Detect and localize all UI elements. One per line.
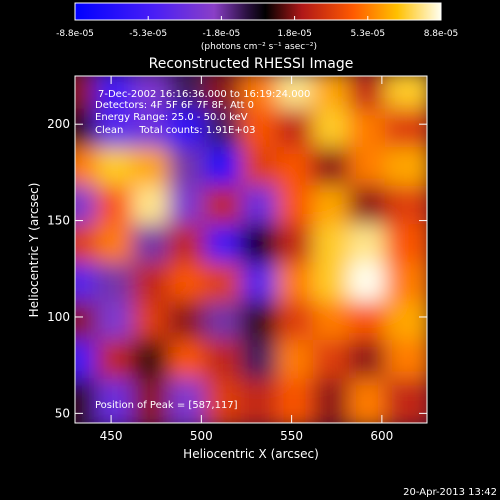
- colorbar-gradient: [74, 2, 442, 21]
- colorbar-tick-labels: -8.8e-05 -5.3e-05 -1.8e-05 1.8e-05 5.3e-05 8.…: [56, 29, 458, 39]
- heatmap-cell: [384, 378, 427, 423]
- chart-title: Reconstructed RHESSI Image: [149, 56, 354, 72]
- x-axis-ticks: [110, 76, 383, 423]
- heatmap-cells: [75, 76, 427, 423]
- x-axis-tick-labels: 450 500 550 600: [100, 429, 394, 443]
- x-tick-label: 450: [100, 429, 123, 443]
- annotation-method-counts: Clean Total counts: 1.91E+03: [95, 125, 255, 136]
- colorbar-tick-label: 1.8e-05: [277, 29, 312, 39]
- colorbar-tick-label: 5.3e-05: [351, 29, 386, 39]
- annotation-peak-position: Position of Peak = [587,117]: [95, 400, 238, 411]
- x-tick-label: 500: [190, 429, 213, 443]
- annotations: 7-Dec-2002 16:16:36.000 to 16:19:24.000 …: [95, 89, 310, 411]
- colorbar-tick-label: -8.8e-05: [56, 29, 94, 39]
- x-axis-label: Heliocentric X (arcsec): [183, 447, 319, 461]
- annotation-detectors: Detectors: 4F 5F 6F 7F 8F, Att 0: [95, 100, 254, 111]
- y-tick-label: 150: [47, 214, 70, 228]
- colorbar-tick-label: -5.3e-05: [129, 29, 167, 39]
- colorbar: -8.8e-05 -5.3e-05 -1.8e-05 1.8e-05 5.3e-05 8.…: [56, 2, 458, 52]
- colorbar-tick-label: -1.8e-05: [202, 29, 240, 39]
- y-tick-label: 200: [47, 117, 70, 131]
- plot-frame: [74, 75, 428, 424]
- footer-timestamp: 20-Apr-2013 13:42: [403, 487, 497, 498]
- plot-area: 450 500 550 600 50 100 150 200: [47, 75, 428, 443]
- colorbar-unit-label: (photons cm⁻² s⁻¹ asec⁻²): [201, 42, 317, 52]
- y-axis-ticks: [75, 123, 427, 414]
- annotation-time-range: 7-Dec-2002 16:16:36.000 to 16:19:24.000: [98, 89, 310, 100]
- y-axis-tick-labels: 50 100 150 200: [47, 117, 70, 420]
- colorbar-ticks: [74, 16, 442, 20]
- y-tick-label: 100: [47, 310, 70, 324]
- x-tick-label: 600: [370, 429, 393, 443]
- y-tick-label: 50: [55, 406, 70, 420]
- y-axis-label: Heliocentric Y (arcsec): [27, 183, 41, 318]
- colorbar-tick-label: 8.8e-05: [424, 29, 459, 39]
- x-tick-label: 550: [280, 429, 303, 443]
- annotation-energy-range: Energy Range: 25.0 - 50.0 keV: [95, 112, 248, 123]
